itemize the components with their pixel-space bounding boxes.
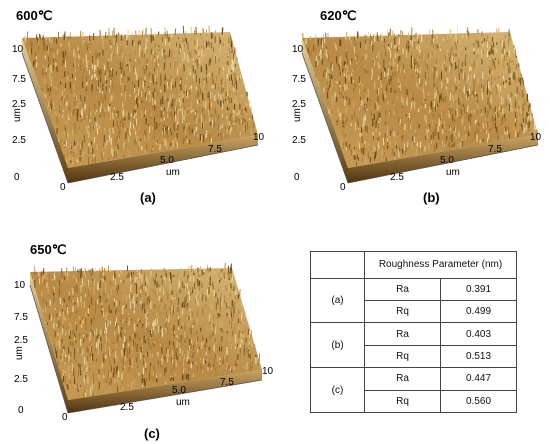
x-tick-2.5: 2.5 [390,172,404,183]
param-value: 0.513 [439,344,518,369]
param-value: 0.447 [439,367,518,391]
roughness-table: Roughness Parameter (nm) (a) Ra 0.391 Rq… [310,251,518,414]
panel-caption: (b) [423,190,440,205]
x-tick-5.0: 5.0 [172,385,186,396]
y-tick-2.5-upper: 2.5 [14,335,28,346]
panel-caption: (c) [144,426,160,441]
surface-front [30,272,68,413]
afm-panel-a: 600℃ 10 7.5 2.5 2.5 0 um 0 2.5 5.0 um 7.… [0,0,275,215]
sample-cell: (a) [310,277,365,324]
table-row: Rq 0.513 [311,344,518,369]
x-tick-10: 10 [530,132,542,143]
afm-plot-c: 650℃ 10 7.5 2.5 2.5 0 um 0 2.5 5.0 um 7.… [14,242,274,441]
surface-side [68,135,258,183]
table-row: (b) Ra 0.403 [310,322,518,369]
x-unit: um [446,167,460,178]
y-unit: um [292,108,303,122]
y-unit: um [14,346,25,360]
surface-front [22,38,68,183]
temperature-label: 600℃ [16,8,52,23]
y-tick-0: 0 [18,405,24,416]
surface-front [302,38,348,183]
y-tick-0: 0 [294,172,300,183]
x-tick-7.5: 7.5 [220,377,234,388]
x-tick-2.5: 2.5 [120,402,134,413]
table-row: Rq 0.499 [311,300,518,324]
y-tick-10: 10 [14,280,26,291]
y-unit: um [12,108,23,122]
param-value: 0.499 [439,300,518,324]
x-tick-2.5: 2.5 [110,172,124,183]
surface-top [22,32,258,168]
x-tick-7.5: 7.5 [488,144,502,155]
y-tick-2.5: 2.5 [14,374,28,385]
table-row: (c) Ra 0.447 [310,367,518,413]
sample-cell: (c) [310,367,365,413]
x-tick-7.5: 7.5 [208,144,222,155]
param-name: Ra [364,277,441,302]
surface-texture [302,26,539,166]
afm-plot-b: 620℃ 10 7.5 2.5 2.5 0 um 0 2.5 5.0 um 7.… [292,8,542,205]
param-value: 0.391 [439,277,518,302]
table-header-row: Roughness Parameter (nm) [310,251,518,279]
x-tick-0: 0 [340,182,346,193]
x-tick-5.0: 5.0 [160,155,174,166]
y-tick-7.5: 7.5 [12,74,26,85]
panel-caption: (a) [140,190,156,205]
x-tick-10: 10 [253,132,265,143]
temperature-label: 620℃ [320,8,356,23]
table-row: (a) Ra 0.391 [310,277,518,324]
y-tick-2.5-upper: 2.5 [12,99,26,110]
param-name: Ra [364,322,441,346]
surface-side [348,135,538,183]
table-header: Roughness Parameter (nm) [363,251,518,279]
x-unit: um [176,397,190,408]
surface-texture [24,25,256,167]
y-tick-7.5: 7.5 [14,312,28,323]
param-name: Ra [364,367,441,391]
surface-texture [32,262,260,398]
x-tick-0: 0 [62,412,68,423]
x-tick-5.0: 5.0 [440,155,454,166]
afm-panel-b: 620℃ 10 7.5 2.5 2.5 0 um 0 2.5 5.0 um 7.… [280,0,550,215]
afm-panel-c: 650℃ 10 7.5 2.5 2.5 0 um 0 2.5 5.0 um 7.… [0,230,280,444]
param-value: 0.560 [439,389,518,414]
y-tick-2.5: 2.5 [292,135,306,146]
y-tick-0: 0 [14,172,20,183]
afm-plot-a: 600℃ 10 7.5 2.5 2.5 0 um 0 2.5 5.0 um 7.… [12,8,265,205]
table-corner-cell [310,251,365,279]
table-row: Rq 0.560 [311,389,518,414]
surface-side [68,370,262,413]
x-tick-0: 0 [60,182,66,193]
y-tick-10: 10 [292,44,304,55]
x-unit: um [166,167,180,178]
y-tick-7.5: 7.5 [292,74,306,85]
sample-cell: (b) [310,322,365,369]
x-tick-10: 10 [262,366,274,377]
temperature-label: 650℃ [30,242,66,257]
param-value: 0.403 [439,322,518,346]
param-name: Rq [364,300,441,324]
param-name: Rq [364,389,441,414]
y-tick-2.5: 2.5 [12,135,26,146]
y-tick-10: 10 [12,44,24,55]
param-name: Rq [364,344,441,369]
y-tick-2.5-upper: 2.5 [292,99,306,110]
